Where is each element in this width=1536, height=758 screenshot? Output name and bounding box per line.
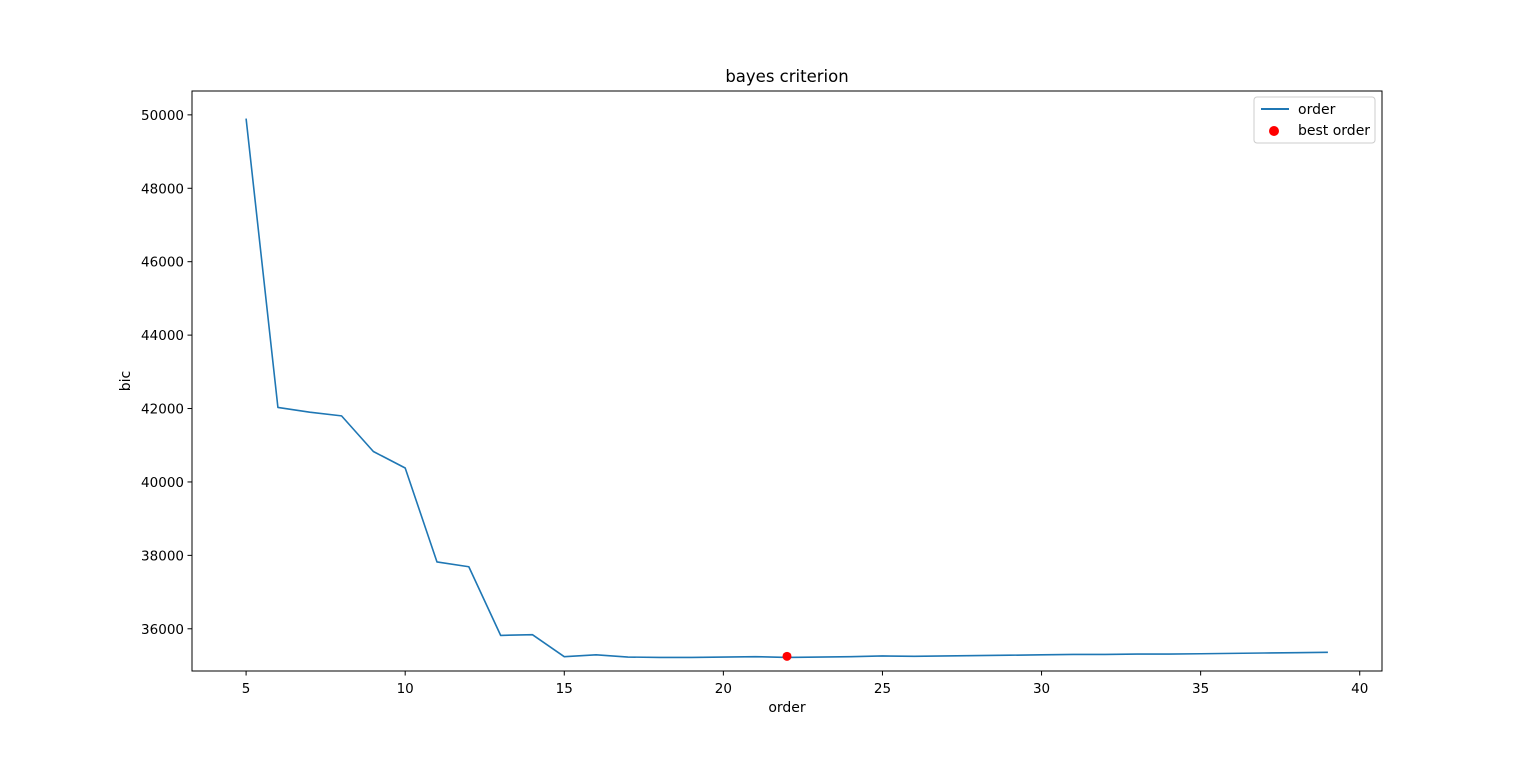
x-tick-label: 30 — [1033, 681, 1050, 697]
y-tick-label: 38000 — [141, 548, 184, 564]
x-tick-label: 20 — [715, 681, 732, 697]
legend-dot-swatch — [1269, 126, 1279, 136]
y-tick-label: 50000 — [141, 108, 184, 124]
x-tick-label: 40 — [1351, 681, 1368, 697]
legend: order best order — [1253, 96, 1376, 144]
plot-frame — [191, 90, 1383, 672]
legend-label-best-order: best order — [1298, 123, 1370, 139]
x-tick-label: 15 — [556, 681, 573, 697]
y-axis-ticks: 36000 38000 40000 42000 44000 46000 48000 50000 — [141, 108, 192, 638]
y-tick-label: 46000 — [141, 255, 184, 271]
chart-title: bayes criterion — [725, 67, 848, 86]
y-axis-label: bic — [118, 371, 134, 391]
x-tick-label: 5 — [242, 681, 251, 697]
y-tick-label: 42000 — [141, 402, 184, 418]
x-axis-ticks: 5 10 15 20 25 30 35 40 — [242, 671, 1368, 697]
plot-content — [245, 118, 1328, 661]
best-order-point — [782, 651, 792, 661]
legend-label-order: order — [1298, 102, 1336, 118]
x-tick-label: 35 — [1192, 681, 1209, 697]
x-tick-label: 10 — [397, 681, 414, 697]
y-tick-label: 48000 — [141, 181, 184, 197]
x-tick-label: 25 — [874, 681, 891, 697]
y-tick-label: 40000 — [141, 475, 184, 491]
x-axis-label: order — [768, 700, 806, 716]
y-tick-label: 44000 — [141, 328, 184, 344]
y-tick-label: 36000 — [141, 622, 184, 638]
series-line-order — [245, 118, 1328, 659]
